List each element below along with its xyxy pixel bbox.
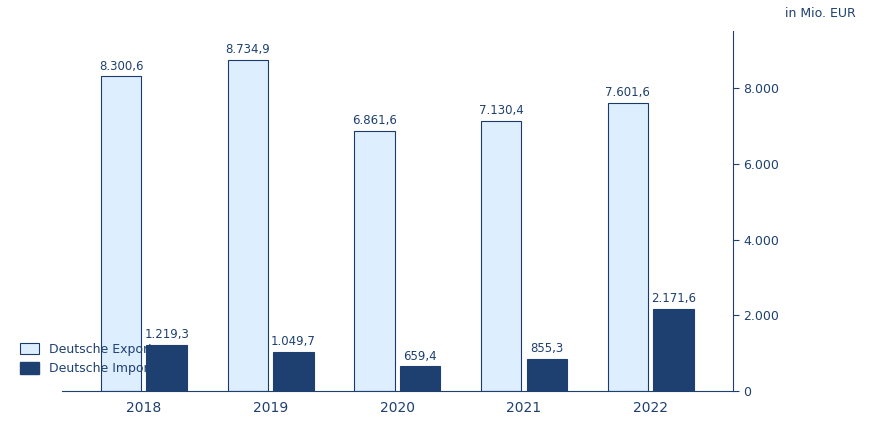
Bar <box>400 366 440 391</box>
Bar <box>354 131 395 391</box>
Bar <box>481 121 521 391</box>
Text: 855,3: 855,3 <box>529 342 563 355</box>
Text: 8.734,9: 8.734,9 <box>225 43 270 56</box>
Text: 2.171,6: 2.171,6 <box>650 292 695 305</box>
Bar <box>146 345 187 391</box>
Text: 6.861,6: 6.861,6 <box>352 114 396 127</box>
Bar <box>228 60 268 391</box>
Bar <box>101 76 142 391</box>
Text: 8.300,6: 8.300,6 <box>99 60 143 73</box>
Text: 7.130,4: 7.130,4 <box>478 104 523 117</box>
Y-axis label: in Mio. EUR: in Mio. EUR <box>784 7 855 20</box>
Text: 1.049,7: 1.049,7 <box>270 335 315 348</box>
Text: 1.219,3: 1.219,3 <box>144 328 189 341</box>
Text: 7.601,6: 7.601,6 <box>605 86 650 99</box>
Text: 659,4: 659,4 <box>403 350 436 363</box>
Bar <box>273 351 314 391</box>
Bar <box>526 359 567 391</box>
Legend: Deutsche Exporte, Deutsche Importe: Deutsche Exporte, Deutsche Importe <box>14 337 168 381</box>
Bar <box>607 103 647 391</box>
Bar <box>653 309 693 391</box>
